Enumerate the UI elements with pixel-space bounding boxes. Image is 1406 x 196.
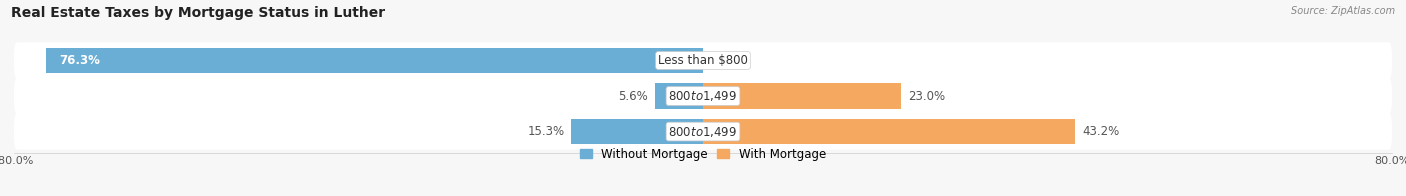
Text: $800 to $1,499: $800 to $1,499	[668, 89, 738, 103]
Bar	[46, 48, 703, 73]
Legend: Without Mortgage, With Mortgage: Without Mortgage, With Mortgage	[581, 148, 825, 161]
Bar	[571, 119, 703, 144]
Bar	[703, 83, 901, 109]
FancyBboxPatch shape	[14, 78, 1392, 114]
Text: Source: ZipAtlas.com: Source: ZipAtlas.com	[1291, 6, 1395, 16]
FancyBboxPatch shape	[14, 42, 1392, 79]
Text: 43.2%: 43.2%	[1083, 125, 1119, 138]
Bar	[655, 83, 703, 109]
Bar	[703, 119, 1076, 144]
Text: 0.0%: 0.0%	[710, 54, 740, 67]
Text: 76.3%: 76.3%	[59, 54, 100, 67]
Text: 23.0%: 23.0%	[908, 90, 945, 103]
FancyBboxPatch shape	[14, 113, 1392, 150]
Text: 5.6%: 5.6%	[619, 90, 648, 103]
Text: Less than $800: Less than $800	[658, 54, 748, 67]
Text: 15.3%: 15.3%	[527, 125, 564, 138]
Text: Real Estate Taxes by Mortgage Status in Luther: Real Estate Taxes by Mortgage Status in …	[11, 6, 385, 20]
Text: $800 to $1,499: $800 to $1,499	[668, 125, 738, 139]
